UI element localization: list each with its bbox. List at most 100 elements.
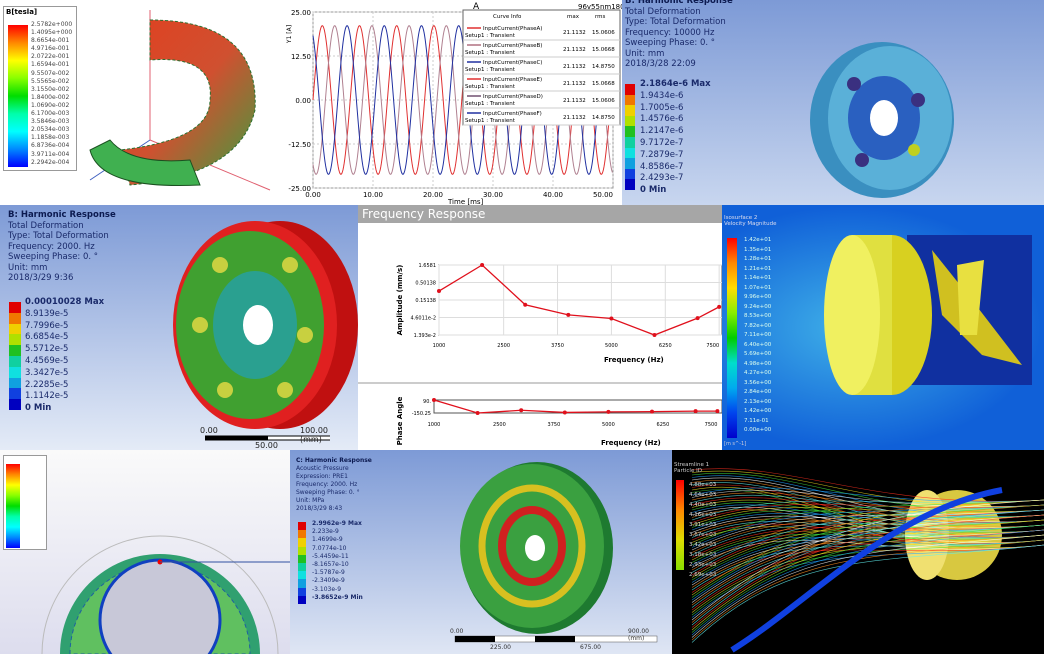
scale-left: 0.00: [450, 628, 464, 635]
amplitude-point: [717, 304, 722, 309]
color-bar: [9, 302, 21, 410]
streamline: [691, 519, 1044, 606]
color-swatch: [9, 312, 21, 324]
streamline: [691, 504, 1044, 573]
streamline: [691, 529, 1044, 611]
x-axis-label: Time [ms]: [447, 198, 484, 205]
result-info-line: 2018/3/28 22:09: [625, 59, 696, 69]
streamline: [691, 509, 1044, 626]
result-info-line: Type: Total Deformation: [8, 231, 109, 241]
y-tick-label: 1.6581: [419, 263, 437, 269]
legend-value: 4.88e+03: [689, 482, 717, 488]
y-tick-label: 0.50138: [415, 281, 436, 287]
legend-value: -2.3409e-9: [312, 577, 345, 585]
scale-bar: 0.00 900.00 (mm) 225.00 675.00: [450, 628, 665, 652]
x-tick-label: 10.00: [363, 191, 383, 199]
x-tick-label: 5000: [602, 422, 615, 428]
amplitude-point: [523, 302, 528, 307]
streamline: [730, 487, 1003, 653]
streamlines-view: [691, 468, 1044, 653]
legend-rms: 15.0668: [592, 47, 615, 53]
x-tick-label: 40.00: [543, 191, 563, 199]
legend-value: 0.00e+00: [744, 427, 772, 433]
legend-value: 7.7996e-5: [25, 320, 69, 331]
legend-values: 2.1864e-6 Max 1.9434e-6 1.7005e-6 1.4576e-6…: [640, 79, 711, 197]
legend-value: 1.28e+01: [744, 256, 772, 262]
legend-value: 1.21e+01: [744, 265, 772, 272]
result-info-line: Frequency: 2000. Hz: [8, 241, 95, 252]
legend-title-2: Velocity Magnitude: [724, 221, 777, 227]
legend-value: 1.8400e-002: [31, 93, 70, 101]
legend-value: 6.6854e-5: [25, 332, 69, 343]
y-tick-label: 0.00: [295, 97, 311, 105]
color-swatch: [625, 115, 635, 127]
streamline: [691, 513, 1044, 531]
amplitude-point: [566, 312, 571, 317]
harmonic-10000-panel: B: Harmonic Response Total Deformation Typ…: [622, 0, 1044, 205]
streamline: [691, 514, 1044, 628]
streamline: [691, 534, 1044, 613]
disc-3d-view: [454, 462, 658, 643]
amplitude-point: [609, 316, 614, 321]
stator-legend: [3, 455, 47, 550]
y-tick-label: 12.50: [291, 53, 311, 61]
legend-value: 6.1700e-003: [31, 110, 70, 118]
legend-value: 4.16e+03: [689, 512, 717, 518]
result-title: C: Harmonic Response: [296, 457, 372, 464]
streamline: [691, 539, 1044, 591]
legend-value: 4.40e+03: [689, 502, 717, 508]
wheel-3d-view: [810, 42, 954, 198]
streamline: [691, 539, 1044, 641]
color-swatch: [298, 522, 306, 531]
legend-value: -5.4459e-11: [312, 552, 349, 560]
color-swatch: [625, 84, 635, 95]
x-tick-label: 20.00: [423, 191, 443, 199]
legend-value: -3.103e-9: [312, 585, 342, 593]
x-tick-label: 5000: [605, 343, 618, 349]
legend-value: 1.07e+01: [744, 284, 772, 291]
legend-title-2: Particle ID: [674, 468, 702, 474]
streamline: [691, 468, 1044, 502]
color-swatch: [625, 136, 635, 148]
y-tick-label: 0.15138: [415, 298, 436, 304]
legend-max: 21.1132: [563, 115, 586, 121]
legend-values: 4.88e+03 4.64e+03 4.40e+03 4.16e+03 3.91e+03…: [689, 480, 716, 580]
streamline: [691, 504, 1044, 598]
streamline: [691, 526, 1044, 549]
legend-value: 2.5782e+000: [31, 21, 73, 28]
y-tick-label: -25.00: [288, 185, 311, 193]
x-tick-label: 30.00: [483, 191, 503, 199]
scale-mid: 50.00: [255, 441, 278, 450]
legend-value: 3.42e+03: [689, 542, 717, 548]
legend-value: 1.42e+00: [744, 408, 772, 414]
scale-b: 675.00: [580, 644, 601, 651]
legend-value: -1.5787e-9: [312, 569, 345, 577]
legend-rms: 15.0606: [592, 98, 615, 104]
streamline: [691, 499, 1044, 521]
streamline: [691, 529, 1044, 636]
legend-value: 6.8736e-004: [31, 142, 70, 150]
legend-value: 3.9711e-004: [31, 150, 70, 158]
result-info-line: Unit: MPa: [296, 497, 325, 504]
legend-title: B[tesla]: [6, 8, 38, 16]
streamline: [691, 499, 1044, 546]
streamline: [691, 514, 1044, 553]
legend-value: 5.5712e-5: [25, 344, 69, 355]
acoustic-pressure-panel: C: Harmonic Response Acoustic Pressure Exp…: [290, 450, 672, 654]
amplitude-point: [695, 316, 700, 321]
color-swatch: [298, 563, 306, 572]
y-tick-label: 4.6011e-2: [410, 316, 436, 322]
magnetic-field-panel: B[tesla] 2.5782e+000 1.4095e+000 8.6654e-0…: [0, 0, 283, 205]
legend-values: 0.00010028 Max 8.9139e-5 7.7996e-5 6.6854e-…: [25, 297, 104, 415]
color-swatch: [9, 323, 21, 335]
legend-curve-setup: Setup1 : Transient: [465, 101, 516, 107]
streamline: [691, 519, 1044, 556]
legend-max: 21.1132: [563, 81, 586, 87]
streamline: [691, 494, 1044, 518]
y-axis-label: Y1 [A]: [286, 25, 293, 44]
color-swatch: [298, 595, 306, 605]
legend-value: 1.2147e-6: [640, 126, 684, 137]
streamline: [691, 544, 1044, 593]
color-swatch: [625, 168, 635, 180]
result-info-line: Frequency: 10000 Hz: [625, 27, 715, 38]
